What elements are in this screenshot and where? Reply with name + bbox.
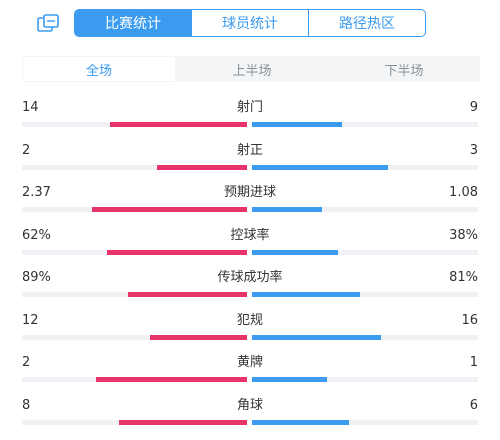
away-bar [252,292,360,297]
away-bar-track [252,164,478,170]
home-bar [96,377,247,382]
home-bar [110,122,247,127]
stat-name: 角球 [236,397,263,413]
stat-row: 14 射门 9 [0,100,500,136]
home-bar-track [22,164,247,170]
stat-name: 犯规 [236,312,263,328]
main-tabs: 比赛统计 球员统计 路径热区 [74,9,426,37]
away-bar [252,164,388,170]
away-value: 81% [449,270,478,285]
home-bar [157,164,247,170]
away-value: 1.08 [449,185,478,200]
away-value: 9 [469,100,478,115]
stat-name: 传球成功率 [217,270,283,285]
stat-row: 2.37 预期进球 1.08 [0,185,500,221]
home-bar-track [22,249,247,255]
away-bar-track [252,377,478,382]
away-bar [252,122,342,127]
home-value: 14 [22,100,39,115]
tab-full-match[interactable]: 全场 [23,57,175,81]
stat-row: 2 黄牌 1 [0,355,500,391]
top-bar: 比赛统计 球员统计 路径热区 [0,0,500,46]
tab-first-half[interactable]: 上半场 [232,63,272,79]
away-bar [252,419,349,425]
away-value: 38% [449,227,478,243]
home-bar [119,419,247,425]
home-value: 2 [22,142,31,158]
away-bar [252,377,327,382]
stat-name: 射正 [236,142,263,158]
away-bar-track [252,207,478,212]
stat-name: 黄牌 [236,355,263,370]
stat-row: 89% 传球成功率 81% [0,270,500,306]
away-value: 3 [469,142,478,158]
stat-name: 预期进球 [223,185,276,200]
home-bar-track [22,292,247,297]
home-bar-track [22,419,247,425]
home-bar-track [22,334,247,340]
home-bar-track [22,377,247,382]
tab-player-stats[interactable]: 球员统计 [191,10,308,36]
home-bar [150,334,247,340]
home-bar [107,249,247,255]
away-bar [252,334,381,340]
away-bar-track [252,249,478,255]
share-icon[interactable] [36,12,60,34]
home-value: 2.37 [22,185,51,200]
away-value: 1 [469,355,478,370]
stat-row: 12 犯规 16 [0,313,500,349]
away-value: 6 [469,397,478,413]
home-bar-track [22,207,247,212]
away-bar-track [252,122,478,127]
away-bar [252,207,322,212]
home-value: 8 [22,397,31,413]
stat-name: 控球率 [230,227,270,243]
stat-row: 8 角球 6 [0,398,500,434]
stat-row: 2 射正 3 [0,143,500,179]
away-value: 16 [461,312,478,328]
away-bar-track [252,419,478,425]
tab-second-half[interactable]: 下半场 [384,63,424,79]
home-value: 12 [22,312,39,328]
home-value: 2 [22,355,31,370]
home-value: 62% [22,227,51,243]
tab-heat-zones[interactable]: 路径热区 [308,10,425,36]
home-bar [92,207,247,212]
stat-row: 62% 控球率 38% [0,228,500,264]
home-bar-track [22,122,247,127]
away-bar-track [252,334,478,340]
home-value: 89% [22,270,51,285]
away-bar-track [252,292,478,297]
tab-match-stats[interactable]: 比赛统计 [75,10,191,36]
stat-name: 射门 [236,100,263,115]
home-bar [128,292,247,297]
away-bar [252,249,338,255]
period-tabs: 全场 上半场 下半场 [22,56,480,82]
